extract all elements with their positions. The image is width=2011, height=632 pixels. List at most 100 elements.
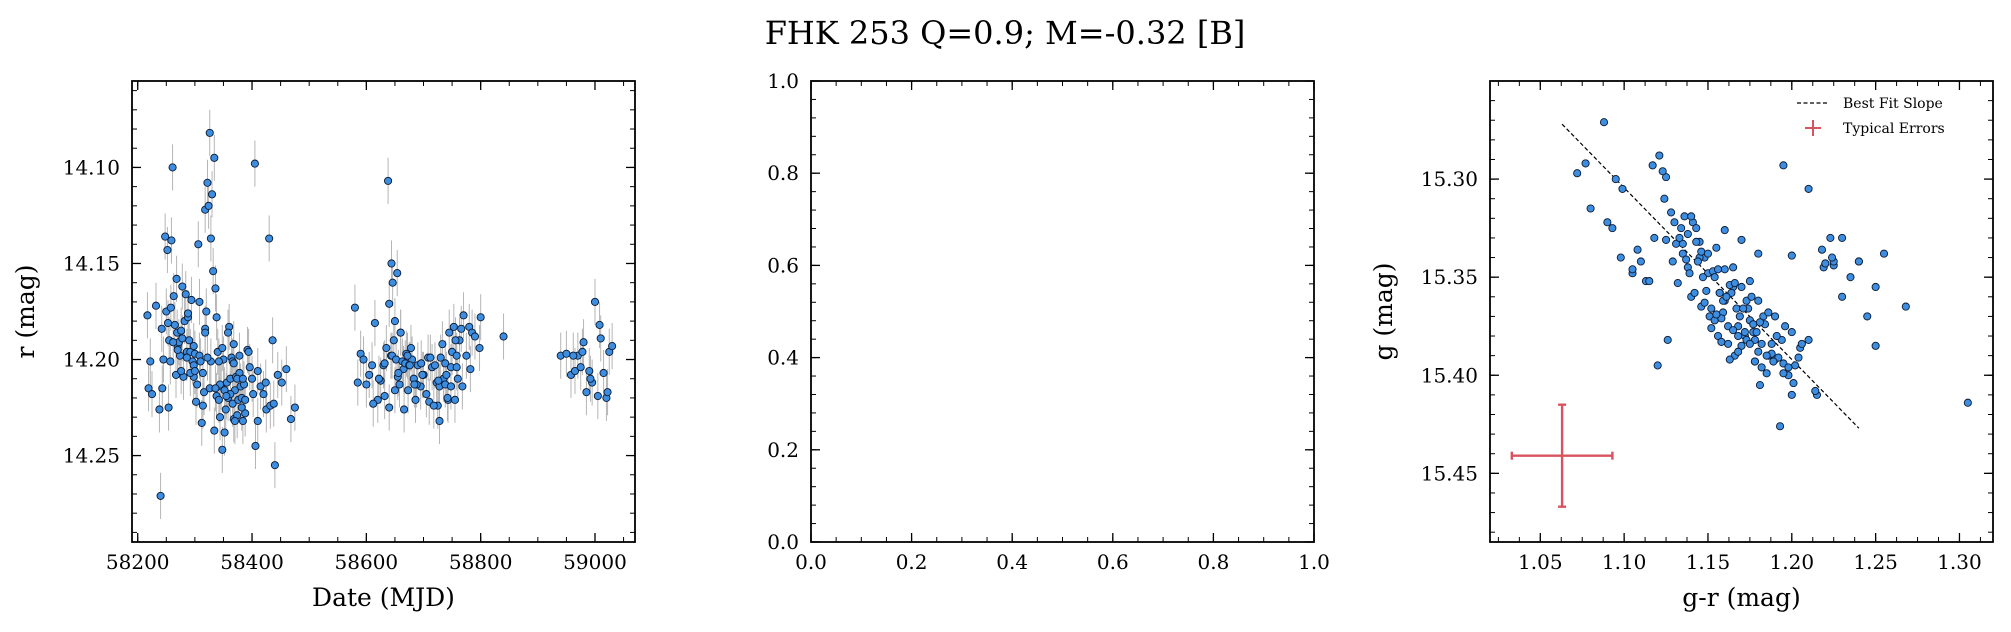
data-point	[450, 395, 459, 404]
data-point	[1732, 304, 1741, 313]
y-tick-label: 0.2	[767, 438, 799, 462]
data-point	[1707, 304, 1716, 313]
data-point	[1693, 257, 1702, 266]
data-point	[1685, 269, 1694, 278]
data-point	[1791, 361, 1800, 370]
data-point	[273, 370, 282, 379]
data-point	[1670, 218, 1679, 227]
x-tick-label: 1.20	[1770, 550, 1815, 574]
data-point	[1673, 279, 1682, 288]
data-point	[1703, 249, 1713, 258]
data-point	[172, 274, 181, 283]
data-point	[1804, 184, 1813, 193]
data-point	[1682, 255, 1691, 264]
x-tick-label: 58200	[106, 550, 170, 574]
data-point	[1769, 357, 1778, 366]
data-point	[1764, 308, 1773, 317]
y-axis-label: r (mag)	[11, 264, 40, 358]
legend: Best Fit Slope Typical Errors	[1797, 96, 1945, 137]
data-point	[1650, 233, 1659, 242]
data-point	[1740, 328, 1749, 337]
data-point	[1608, 224, 1617, 233]
data-point	[1734, 347, 1743, 356]
data-point	[210, 426, 219, 435]
data-point	[422, 390, 431, 399]
data-point	[586, 374, 595, 383]
data-point	[1779, 369, 1788, 378]
data-point	[204, 201, 213, 210]
data-point	[1687, 212, 1696, 221]
data-point	[394, 368, 403, 378]
data-point	[1817, 245, 1827, 254]
data-point	[182, 353, 191, 362]
data-point	[147, 390, 157, 399]
data-point	[1722, 292, 1731, 301]
data-point	[459, 311, 468, 320]
data-point	[1776, 422, 1785, 431]
x-tick-label: 58800	[449, 550, 513, 574]
data-point	[1724, 339, 1733, 348]
x-tick-label: 1.30	[1937, 550, 1982, 574]
data-point	[209, 267, 218, 276]
data-point	[1750, 357, 1759, 366]
x-tick-label: 1.15	[1686, 550, 1731, 574]
data-point	[286, 415, 295, 424]
data-point	[370, 318, 379, 328]
x-axis-label: Date (MJD)	[312, 583, 455, 612]
data-point	[1734, 331, 1743, 341]
data-point	[1821, 259, 1830, 268]
data-point	[1826, 233, 1835, 242]
data-point	[595, 320, 604, 329]
data-point	[387, 259, 396, 268]
data-point	[259, 390, 268, 399]
data-point	[1757, 363, 1766, 372]
data-point	[585, 366, 594, 376]
data-point	[1754, 249, 1763, 258]
lightcurve-panel: 58200 58400 58600 58800 59000 14.10 14.15 14.20…	[11, 80, 636, 612]
data-point	[385, 299, 394, 308]
data-point	[163, 245, 172, 255]
data-point	[1762, 351, 1771, 360]
data-point	[457, 324, 466, 333]
data-point	[203, 353, 212, 362]
data-point	[411, 395, 420, 404]
data-point	[237, 403, 246, 412]
data-point	[1789, 379, 1798, 388]
data-point	[451, 336, 460, 345]
data-point	[438, 340, 447, 349]
data-point	[593, 391, 602, 401]
data-point	[390, 386, 399, 395]
data-point	[198, 368, 207, 378]
data-point	[167, 236, 176, 245]
data-point	[1603, 218, 1612, 227]
data-point	[369, 399, 378, 408]
data-point	[249, 390, 258, 399]
data-point	[1787, 251, 1796, 260]
data-point	[1784, 363, 1793, 372]
data-point	[177, 366, 186, 376]
data-point	[1707, 324, 1716, 333]
data-point	[218, 445, 227, 454]
x-tick-label: 1.25	[1853, 550, 1898, 574]
data-point	[270, 461, 279, 470]
data-point	[277, 378, 286, 387]
data-point	[462, 351, 471, 360]
data-point	[404, 386, 413, 395]
data-point	[1737, 282, 1746, 292]
data-point	[195, 297, 204, 306]
data-point	[426, 353, 435, 362]
data-point	[196, 357, 205, 366]
x-axis-label: g-r (mag)	[1682, 583, 1800, 612]
data-point	[144, 384, 153, 393]
data-point	[235, 351, 244, 360]
data-point	[238, 416, 247, 426]
x-tick-label: 58400	[220, 550, 284, 574]
data-point	[1586, 204, 1595, 213]
data-point	[1680, 212, 1689, 221]
data-point	[170, 320, 179, 329]
data-point	[221, 405, 230, 414]
y-tick-label: 0.4	[767, 346, 799, 370]
data-point	[1702, 286, 1711, 295]
data-point	[430, 361, 439, 370]
data-point	[1737, 341, 1746, 350]
